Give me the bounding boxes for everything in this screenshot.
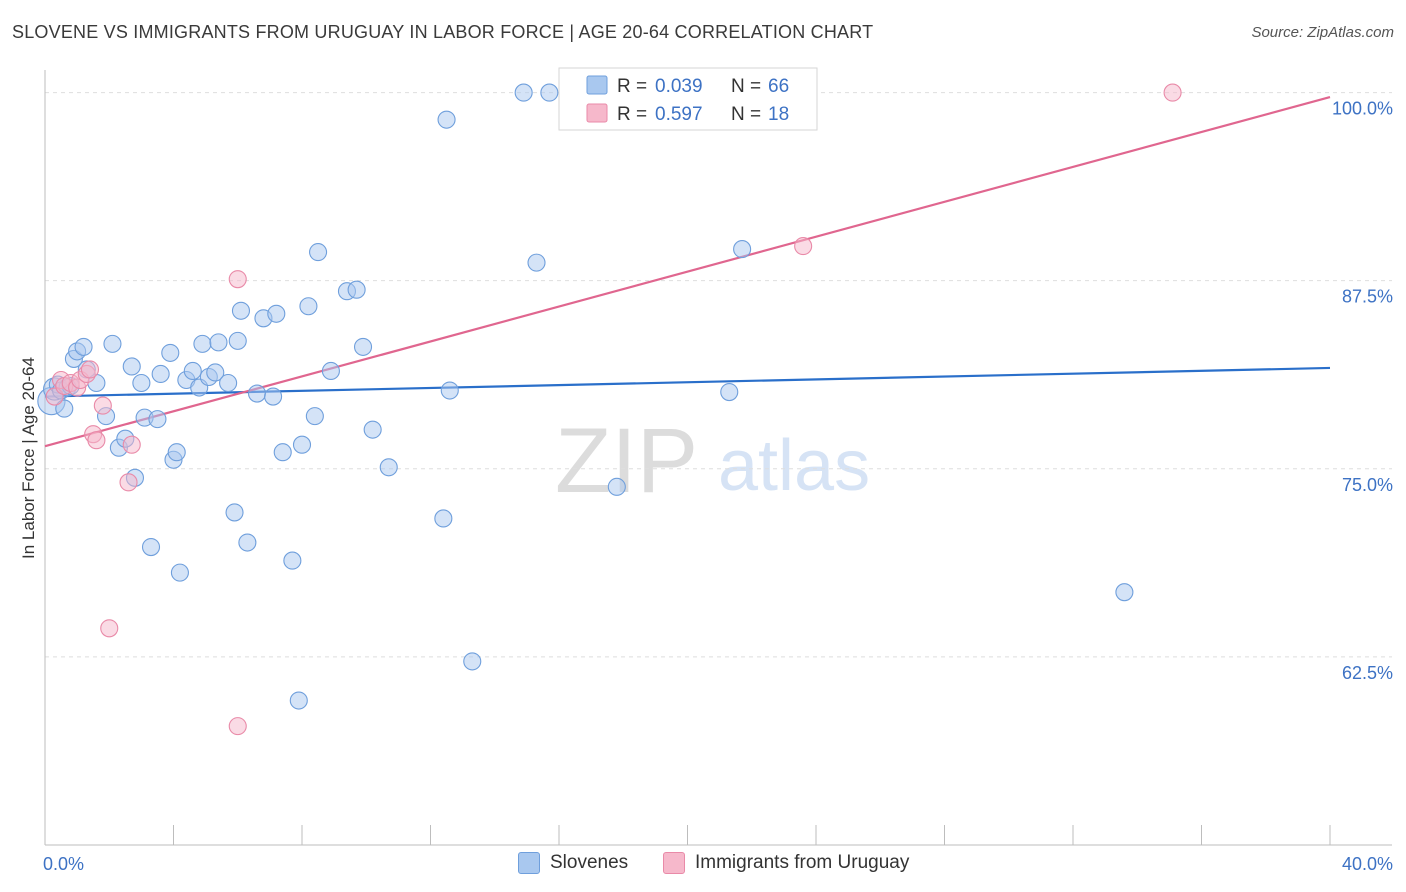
point-slovenes [151, 364, 170, 384]
point-slovenes [273, 443, 292, 462]
point-slovenes [228, 331, 247, 350]
grid [45, 92, 1392, 658]
point-slovenes [514, 83, 533, 102]
point-slovenes [463, 652, 482, 671]
point-slovenes [141, 537, 161, 557]
point-slovenes [299, 297, 318, 316]
point-slovenes [363, 420, 382, 439]
data-points [37, 83, 1182, 736]
point-uruguay [93, 396, 112, 415]
point-slovenes [74, 337, 93, 356]
point-uruguay [119, 473, 138, 492]
point-slovenes [321, 361, 340, 381]
point-slovenes [527, 253, 546, 272]
point-slovenes [1115, 583, 1134, 602]
point-slovenes [540, 83, 559, 102]
point-slovenes [148, 410, 167, 429]
y-tick-label: 75.0% [1342, 475, 1393, 495]
x-tick-label: 0.0% [43, 854, 84, 874]
legend-r-value-2: 0.597 [655, 104, 703, 125]
y-tick-label: 62.5% [1342, 663, 1393, 683]
legend-n-label-2: N = [731, 104, 761, 125]
point-slovenes [264, 387, 283, 406]
point-slovenes [283, 551, 302, 570]
point-slovenes [122, 357, 141, 376]
point-slovenes [267, 304, 286, 323]
point-slovenes [209, 333, 228, 352]
point-uruguay [228, 717, 247, 736]
legend-swatch-pink [663, 852, 685, 874]
point-uruguay [100, 619, 119, 638]
point-slovenes [347, 280, 366, 299]
point-slovenes [170, 563, 189, 582]
legend-n-label-1: N = [731, 76, 761, 97]
point-slovenes [167, 443, 186, 462]
point-slovenes [434, 509, 453, 528]
legend-label-slovenes: Slovenes [550, 852, 629, 873]
point-uruguay [80, 360, 100, 379]
point-slovenes [607, 477, 626, 496]
point-slovenes [238, 533, 257, 552]
point-slovenes [292, 435, 312, 454]
point-uruguay [228, 270, 247, 289]
point-slovenes [305, 407, 324, 426]
point-slovenes [440, 381, 459, 400]
point-slovenes [183, 361, 202, 381]
x-tick-label: 40.0% [1342, 854, 1393, 874]
watermark-zip: ZIP [555, 410, 698, 512]
y-tick-label: 87.5% [1342, 287, 1393, 307]
point-slovenes [231, 301, 251, 320]
trend-line-slovenes [44, 366, 1331, 398]
legend-r-label-1: R = [617, 76, 647, 97]
legend-swatch-blue [518, 852, 540, 874]
point-slovenes [353, 337, 373, 356]
point-slovenes [206, 363, 225, 382]
point-slovenes [193, 334, 212, 353]
legend-item-uruguay: Immigrants from Uruguay [663, 852, 909, 874]
point-slovenes [437, 110, 456, 129]
point-slovenes [720, 382, 739, 402]
axes: 62.5% 75.0% 87.5% 100.0% 0.0% 40.0% [43, 70, 1393, 874]
point-slovenes [103, 334, 122, 353]
series-legend: Slovenes Immigrants from Uruguay [0, 850, 1406, 880]
point-slovenes [289, 691, 308, 710]
y-tick-label: 100.0% [1332, 99, 1393, 119]
stats-legend: R = 0.039 N = 66 R = 0.597 N = 18 [558, 67, 818, 131]
watermark-atlas: atlas [718, 426, 870, 506]
point-slovenes [225, 503, 244, 522]
legend-label-uruguay: Immigrants from Uruguay [695, 852, 910, 873]
point-slovenes [733, 240, 752, 259]
point-slovenes [132, 373, 151, 393]
point-slovenes [55, 399, 74, 418]
legend-r-value-1: 0.039 [655, 76, 703, 97]
point-uruguay [794, 237, 813, 256]
legend-item-slovenes: Slovenes [518, 852, 628, 874]
legend-r-label-2: R = [617, 104, 647, 125]
point-slovenes [161, 343, 180, 362]
point-uruguay [1163, 83, 1182, 102]
point-slovenes [379, 458, 398, 477]
point-slovenes [309, 243, 328, 262]
chart-title: SLOVENE VS IMMIGRANTS FROM URUGUAY IN LA… [12, 22, 874, 42]
y-axis-label: In Labor Force | Age 20-64 [19, 357, 38, 559]
legend-n-value-1: 66 [768, 76, 789, 97]
point-slovenes [219, 373, 238, 393]
point-uruguay [87, 431, 106, 450]
legend-swatch-slovenes [586, 75, 608, 95]
point-slovenes [247, 384, 267, 403]
legend-swatch-uruguay [586, 103, 608, 123]
source-label: Source: ZipAtlas.com [1251, 24, 1394, 41]
legend-n-value-2: 18 [768, 104, 789, 125]
point-uruguay [122, 435, 141, 454]
